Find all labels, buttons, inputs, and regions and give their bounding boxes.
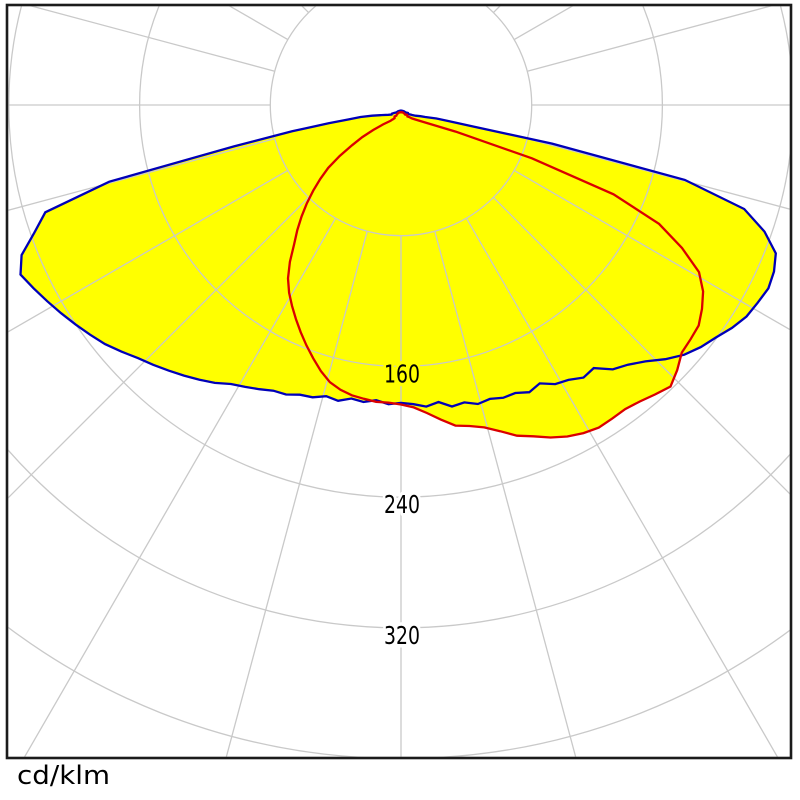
grid-ray-45 bbox=[492, 196, 790, 495]
grid-ray--60 bbox=[8, 169, 289, 333]
grid-ray-30 bbox=[465, 217, 779, 757]
ring-label-160: 160 bbox=[384, 359, 420, 388]
grid-ray--105 bbox=[30, 6, 275, 72]
units-label: cd/klm bbox=[17, 761, 110, 791]
ring-labels: 160 240 320 bbox=[381, 356, 424, 654]
curve-c0-c180 bbox=[19, 109, 777, 408]
curve-c90-c270 bbox=[286, 111, 705, 439]
grid-ray-15 bbox=[434, 231, 577, 757]
grid-ray--45 bbox=[8, 196, 310, 499]
grid-ray--30 bbox=[23, 217, 337, 757]
chart-frame bbox=[5, 3, 793, 760]
grid-ray-60 bbox=[513, 169, 790, 331]
grid-ray-105 bbox=[527, 6, 772, 72]
grid-ray--75 bbox=[8, 138, 275, 211]
grid-ray--15 bbox=[225, 231, 368, 757]
ring-label-320: 320 bbox=[384, 621, 420, 650]
ring-label-240: 240 bbox=[384, 490, 420, 519]
beam-fill bbox=[20, 110, 776, 438]
